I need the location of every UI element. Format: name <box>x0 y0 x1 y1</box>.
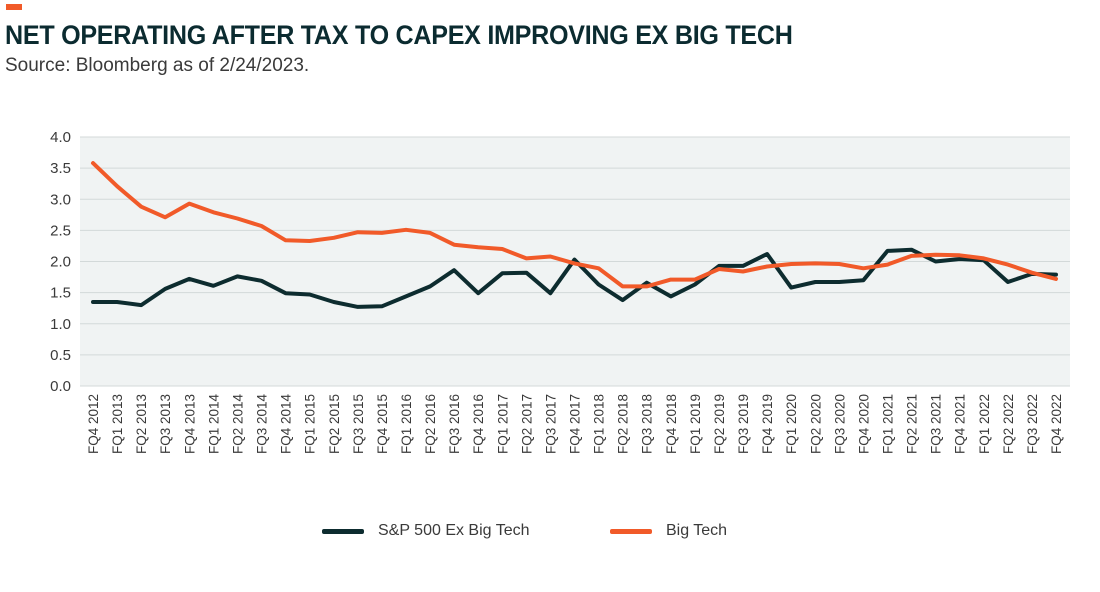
x-axis: FQ4 2012 FQ1 2013 FQ2 2013 FQ3 2013 FQ4 2013… <box>86 394 1064 455</box>
x-tick-label: FQ4 2022 <box>1049 394 1064 454</box>
legend-label: S&P 500 Ex Big Tech <box>378 522 530 539</box>
x-tick-label: FQ3 2021 <box>929 394 944 454</box>
legend-item-sp500-ex-big-tech: S&P 500 Ex Big Tech <box>322 522 530 540</box>
line-chart: 0.0 0.5 1.0 1.5 2.0 2.5 3.0 3.5 4.0 FQ4 2012 FQ1 … <box>50 129 1070 455</box>
x-tick-label: FQ4 2021 <box>953 394 968 454</box>
x-tick-label: FQ1 2017 <box>495 394 510 454</box>
x-tick-label: FQ4 2017 <box>568 394 583 454</box>
x-tick-label: FQ4 2018 <box>664 394 679 454</box>
legend-item-big-tech: Big Tech <box>610 522 727 540</box>
y-tick-label: 3.5 <box>50 160 71 177</box>
x-tick-label: FQ1 2020 <box>784 394 799 454</box>
chart-subtitle: Source: Bloomberg as of 2/24/2023. <box>5 55 310 76</box>
x-tick-label: FQ4 2015 <box>375 394 390 454</box>
x-tick-label: FQ3 2019 <box>736 394 751 454</box>
x-tick-label: FQ2 2015 <box>327 394 342 454</box>
series-line-s-p-500-ex-big-tech <box>91 247 1058 309</box>
x-tick-label: FQ2 2018 <box>616 394 631 454</box>
x-tick-label: FQ3 2014 <box>255 394 270 455</box>
chart-title: NET OPERATING AFTER TAX TO CAPEX IMPROVI… <box>5 20 793 50</box>
y-tick-label: 2.5 <box>50 222 71 239</box>
x-tick-label: FQ4 2014 <box>279 394 294 455</box>
x-tick-label: FQ4 2012 <box>86 394 101 454</box>
y-tick-label: 4.0 <box>50 129 71 146</box>
y-tick-label: 2.0 <box>50 254 71 271</box>
x-tick-label: FQ1 2018 <box>592 394 607 454</box>
y-tick-label: 0.0 <box>50 378 71 395</box>
x-tick-label: FQ3 2015 <box>351 394 366 454</box>
accent-bar <box>6 4 22 10</box>
x-tick-label: FQ2 2022 <box>1001 394 1016 454</box>
x-tick-label: FQ1 2014 <box>206 394 221 455</box>
x-tick-label: FQ1 2015 <box>303 394 318 454</box>
x-tick-label: FQ3 2017 <box>543 394 558 454</box>
x-tick-label: FQ1 2021 <box>880 394 895 454</box>
y-tick-label: 1.0 <box>50 316 71 333</box>
x-tick-label: FQ1 2019 <box>688 394 703 454</box>
x-tick-label: FQ3 2016 <box>447 394 462 454</box>
x-tick-label: FQ1 2013 <box>110 394 125 454</box>
x-tick-label: FQ1 2022 <box>977 394 992 454</box>
x-tick-label: FQ2 2021 <box>905 394 920 454</box>
legend-swatch-big-tech <box>610 528 652 534</box>
legend-label: Big Tech <box>666 522 728 539</box>
x-tick-label: FQ4 2013 <box>182 394 197 454</box>
x-tick-label: FQ2 2014 <box>230 394 245 455</box>
y-tick-label: 1.5 <box>50 285 71 302</box>
y-tick-label: 3.0 <box>50 191 71 208</box>
x-tick-label: FQ4 2019 <box>760 394 775 454</box>
x-tick-label: FQ3 2020 <box>832 394 847 454</box>
series-lines <box>91 161 1058 309</box>
x-tick-label: FQ4 2016 <box>471 394 486 454</box>
x-tick-label: FQ1 2016 <box>399 394 414 454</box>
legend-swatch-sp500-ex-big-tech <box>322 528 364 534</box>
x-tick-label: FQ2 2016 <box>423 394 438 454</box>
legend: S&P 500 Ex Big Tech Big Tech <box>0 522 1100 546</box>
x-tick-label: FQ2 2013 <box>134 394 149 454</box>
y-axis: 0.0 0.5 1.0 1.5 2.0 2.5 3.0 3.5 4.0 <box>50 129 71 395</box>
y-tick-label: 0.5 <box>50 347 71 364</box>
x-tick-label: FQ2 2020 <box>808 394 823 454</box>
x-tick-label: FQ3 2018 <box>640 394 655 454</box>
x-tick-label: FQ4 2020 <box>856 394 871 454</box>
x-tick-label: FQ3 2013 <box>158 394 173 454</box>
x-tick-label: FQ2 2019 <box>712 394 727 454</box>
x-tick-label: FQ2 2017 <box>519 394 534 454</box>
x-tick-label: FQ3 2022 <box>1025 394 1040 454</box>
series-line-big-tech <box>91 161 1058 289</box>
